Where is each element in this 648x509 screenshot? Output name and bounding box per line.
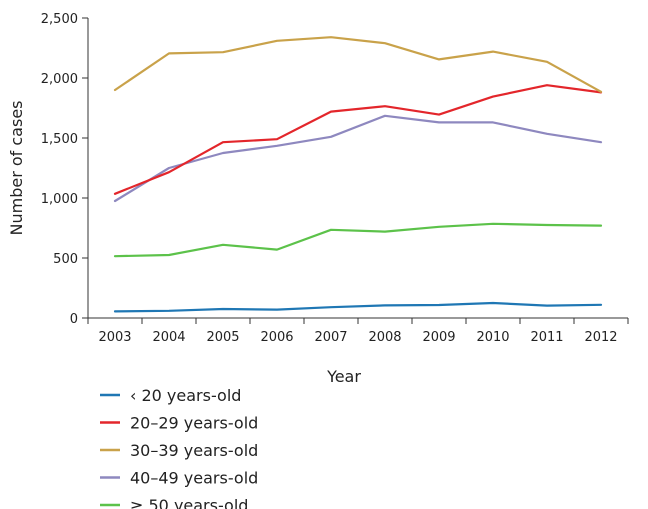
x-tick-label: 2005 <box>206 330 239 345</box>
axes: 0 500 1,000 1,500 2,000 2,500 2003 2004 2005 2006… <box>41 12 629 345</box>
x-tick-label: 2008 <box>368 330 401 345</box>
y-tick-label: 2,000 <box>41 72 78 87</box>
legend-label: 30–39 years-old <box>130 441 258 460</box>
series-lines <box>113 36 603 313</box>
series-line-0 <box>113 301 603 313</box>
y-tick-label: 1,500 <box>41 132 78 147</box>
series-line-4 <box>113 222 603 258</box>
x-tick-label: 2006 <box>260 330 293 345</box>
y-tick-label: 0 <box>70 312 78 327</box>
x-axis-title: Year <box>326 367 361 386</box>
x-tick-label: 2007 <box>314 330 347 345</box>
x-tick-label: 2009 <box>422 330 455 345</box>
y-tick-label: 1,000 <box>41 192 78 207</box>
legend-label: ‹ 20 years-old <box>130 386 241 405</box>
y-tick-label: 500 <box>53 252 78 267</box>
x-tick-label: 2011 <box>530 330 563 345</box>
series-line-2 <box>113 36 603 93</box>
legend-label: ≥ 50 years-old <box>130 496 248 509</box>
legend: ‹ 20 years-old 20–29 years-old 30–39 years… <box>100 386 258 509</box>
x-tick-label: 2012 <box>584 330 617 345</box>
legend-label: 40–49 years-old <box>130 469 258 488</box>
y-axis-title: Number of cases <box>7 101 26 236</box>
x-tick-label: 2003 <box>98 330 131 345</box>
series-line-3 <box>113 114 603 203</box>
series-line-1 <box>113 84 603 195</box>
x-tick-label: 2010 <box>476 330 509 345</box>
legend-label: 20–29 years-old <box>130 414 258 433</box>
y-tick-label: 2,500 <box>41 12 78 27</box>
x-tick-label: 2004 <box>152 330 185 345</box>
